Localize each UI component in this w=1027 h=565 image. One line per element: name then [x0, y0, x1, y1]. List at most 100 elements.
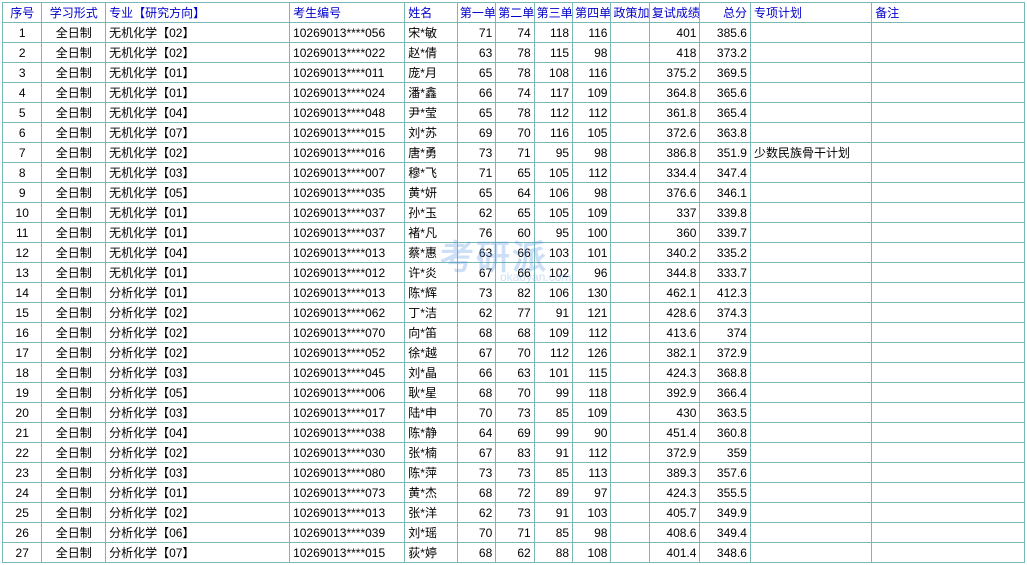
- table-row: 1全日制无机化学【02】10269013****056宋*敏7174118116…: [3, 23, 1025, 43]
- table-cell: 分析化学【03】: [106, 403, 290, 423]
- table-cell: 360: [649, 223, 700, 243]
- table-cell: 333.7: [700, 263, 751, 283]
- table-cell: 462.1: [649, 283, 700, 303]
- table-cell: 67: [457, 343, 495, 363]
- table-cell: [611, 283, 649, 303]
- table-cell: 少数民族骨干计划: [750, 143, 871, 163]
- table-cell: 430: [649, 403, 700, 423]
- table-cell: 369.5: [700, 63, 751, 83]
- table-cell: 分析化学【03】: [106, 363, 290, 383]
- table-cell: 70: [496, 343, 534, 363]
- table-cell: 分析化学【02】: [106, 503, 290, 523]
- table-cell: 许*炎: [405, 263, 458, 283]
- table-cell: 蔡*惠: [405, 243, 458, 263]
- table-cell: 365.6: [700, 83, 751, 103]
- table-cell: 68: [457, 323, 495, 343]
- table-cell: 赵*倩: [405, 43, 458, 63]
- table-cell: 424.3: [649, 363, 700, 383]
- table-cell: 116: [573, 63, 611, 83]
- table-cell: 6: [3, 123, 42, 143]
- table-row: 16全日制分析化学【02】10269013****070向*笛686810911…: [3, 323, 1025, 343]
- table-row: 23全日制分析化学【03】10269013****080陈*萍737385113…: [3, 463, 1025, 483]
- table-cell: [750, 243, 871, 263]
- table-cell: [611, 523, 649, 543]
- table-cell: 349.4: [700, 523, 751, 543]
- table-cell: [872, 283, 1025, 303]
- table-cell: 徐*越: [405, 343, 458, 363]
- table-cell: 无机化学【02】: [106, 43, 290, 63]
- table-cell: 10269013****037: [290, 223, 405, 243]
- table-cell: 黄*杰: [405, 483, 458, 503]
- table-cell: 76: [457, 223, 495, 243]
- table-cell: 全日制: [42, 63, 106, 83]
- table-cell: 382.1: [649, 343, 700, 363]
- col-header: 姓名: [405, 3, 458, 23]
- table-cell: [750, 303, 871, 323]
- table-cell: 无机化学【01】: [106, 83, 290, 103]
- table-cell: [872, 303, 1025, 323]
- table-cell: 359: [700, 443, 751, 463]
- table-cell: [611, 383, 649, 403]
- table-cell: 126: [573, 343, 611, 363]
- table-row: 18全日制分析化学【03】10269013****045刘*晶666310111…: [3, 363, 1025, 383]
- table-cell: 112: [573, 323, 611, 343]
- table-cell: 347.4: [700, 163, 751, 183]
- table-cell: 65: [457, 183, 495, 203]
- admission-table: 序号学习形式专业【研究方向】考生编号姓名第一单元第二单元第三单元第四单元政策加分…: [2, 2, 1025, 563]
- table-cell: 全日制: [42, 543, 106, 563]
- table-cell: 10269013****062: [290, 303, 405, 323]
- table-cell: 70: [457, 523, 495, 543]
- table-cell: 74: [496, 83, 534, 103]
- table-cell: 121: [573, 303, 611, 323]
- table-cell: 418: [649, 43, 700, 63]
- table-cell: [750, 523, 871, 543]
- table-cell: [872, 63, 1025, 83]
- table-cell: [750, 543, 871, 563]
- table-cell: 66: [457, 363, 495, 383]
- table-row: 8全日制无机化学【03】10269013****007穆*飞7165105112…: [3, 163, 1025, 183]
- table-cell: 405.7: [649, 503, 700, 523]
- table-cell: 78: [496, 43, 534, 63]
- table-cell: 108: [534, 63, 572, 83]
- table-cell: 耿*星: [405, 383, 458, 403]
- table-cell: 98: [573, 143, 611, 163]
- table-cell: 10269013****070: [290, 323, 405, 343]
- table-cell: 108: [573, 543, 611, 563]
- table-cell: 全日制: [42, 123, 106, 143]
- table-cell: 12: [3, 243, 42, 263]
- table-cell: 10269013****048: [290, 103, 405, 123]
- table-row: 14全日制分析化学【01】10269013****013陈*辉738210613…: [3, 283, 1025, 303]
- col-header: 考生编号: [290, 3, 405, 23]
- table-row: 24全日制分析化学【01】10269013****073黄*杰687289974…: [3, 483, 1025, 503]
- table-cell: 71: [457, 23, 495, 43]
- table-cell: 无机化学【01】: [106, 63, 290, 83]
- table-cell: 22: [3, 443, 42, 463]
- table-cell: 19: [3, 383, 42, 403]
- table-cell: 26: [3, 523, 42, 543]
- col-header: 备注: [872, 3, 1025, 23]
- table-row: 27全日制分析化学【07】10269013****015荻*婷686288108…: [3, 543, 1025, 563]
- table-cell: 83: [496, 443, 534, 463]
- table-cell: 10269013****080: [290, 463, 405, 483]
- table-cell: 68: [457, 383, 495, 403]
- table-cell: 13: [3, 263, 42, 283]
- table-cell: 109: [534, 323, 572, 343]
- table-cell: 全日制: [42, 163, 106, 183]
- table-cell: 72: [496, 483, 534, 503]
- table-cell: 分析化学【02】: [106, 443, 290, 463]
- table-cell: [611, 263, 649, 283]
- table-cell: 68: [496, 323, 534, 343]
- table-cell: [750, 323, 871, 343]
- table-cell: 77: [496, 303, 534, 323]
- table-cell: [611, 243, 649, 263]
- table-cell: 16: [3, 323, 42, 343]
- table-cell: 全日制: [42, 463, 106, 483]
- table-cell: [750, 123, 871, 143]
- table-cell: 褚*凡: [405, 223, 458, 243]
- table-cell: 孙*玉: [405, 203, 458, 223]
- table-cell: [750, 463, 871, 483]
- table-cell: 91: [534, 503, 572, 523]
- table-cell: 63: [457, 243, 495, 263]
- table-cell: 389.3: [649, 463, 700, 483]
- table-cell: 60: [496, 223, 534, 243]
